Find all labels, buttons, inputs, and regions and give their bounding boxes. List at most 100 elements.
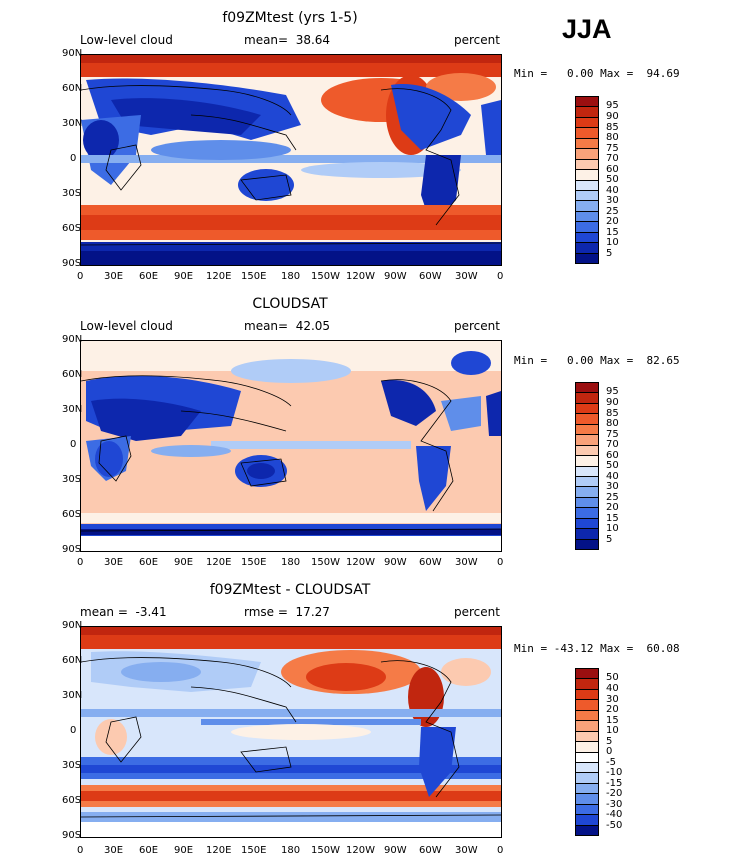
colorbar-swatch (576, 393, 598, 404)
panel-3-lat-tick: 0 (70, 725, 77, 736)
panel-3-colorbar-label: -40 (606, 809, 623, 820)
panel-1-map (80, 54, 502, 266)
panel-1-lon-tick: 120E (206, 271, 232, 282)
panel-2-colorbar-label: 60 (606, 450, 619, 461)
panel-2-lon-tick: 60E (139, 557, 159, 568)
panel-2-colorbar (575, 382, 599, 550)
colorbar-swatch (576, 476, 598, 488)
colorbar-swatch (576, 762, 598, 774)
colorbar-swatch (576, 243, 598, 254)
colorbar-swatch (576, 383, 598, 394)
panel-1-colorbar-label: 85 (606, 122, 619, 133)
panel-2-colorbar-label: 70 (606, 439, 619, 450)
colorbar-swatch (576, 742, 598, 753)
panel-2-lat-tick: 90N (62, 334, 83, 345)
panel-2-colorbar-label: 80 (606, 418, 619, 429)
colorbar-swatch (576, 679, 598, 690)
panel-1-lon-tick: 30E (104, 271, 124, 282)
panel-1-colorbar-label: 75 (606, 143, 619, 154)
panel-2-colorbar-label: 30 (606, 481, 619, 492)
panel-1-colorbar-label: 95 (606, 100, 619, 111)
panel-2-lat-tick: 60S (62, 509, 82, 520)
panel-2-lon-tick: 150E (241, 557, 267, 568)
panel-1-lon-tick: 60E (139, 271, 159, 282)
panel-1-lon-tick: 0 (77, 271, 84, 282)
panel-2-colorbar-label: 75 (606, 429, 619, 440)
panel-1-lat-tick: 60N (62, 83, 83, 94)
panel-1-units-label: percent (454, 33, 500, 47)
panel-3-lon-tick: 0 (77, 845, 84, 856)
panel-2-mean-label: mean= 42.05 (244, 319, 331, 333)
panel-3-colorbar-label: -15 (606, 778, 623, 789)
colorbar-swatch (576, 794, 598, 805)
panel-1-title: f09ZMtest (yrs 1-5) (222, 10, 358, 26)
colorbar-swatch (576, 731, 598, 743)
colorbar-swatch (576, 211, 598, 223)
panel-3-lat-tick: 30S (62, 760, 82, 771)
panel-2-colorbar-label: 90 (606, 397, 619, 408)
colorbar-swatch (576, 721, 598, 732)
panel-3-colorbar (575, 668, 599, 836)
colorbar-swatch (576, 669, 598, 680)
colorbar-swatch (576, 403, 598, 415)
colorbar-swatch (576, 456, 598, 467)
panel-3-colorbar-label: 20 (606, 704, 619, 715)
panel-2-lon-tick: 0 (77, 557, 84, 568)
panel-2-colorbar-label: 10 (606, 523, 619, 534)
colorbar-swatch (576, 201, 598, 212)
panel-3-colorbar-label: -10 (606, 767, 623, 778)
panel-1-lon-tick: 30W (455, 271, 478, 282)
panel-3-colorbar-label: 40 (606, 683, 619, 694)
colorbar-swatch (576, 445, 598, 457)
panel-1-lon-tick: 90E (174, 271, 194, 282)
colorbar-swatch (576, 466, 598, 477)
panel-1-lon-tick: 120W (346, 271, 375, 282)
panel-2-colorbar-label: 15 (606, 513, 619, 524)
panel-1-lat-tick: 90S (62, 258, 82, 269)
colorbar-swatch (576, 253, 598, 263)
panel-3-lon-tick: 120E (206, 845, 232, 856)
colorbar-swatch (576, 232, 598, 244)
panel-3-lat-tick: 60N (62, 655, 83, 666)
panel-2-colorbar-label: 25 (606, 492, 619, 503)
panel-3-lon-tick: 150E (241, 845, 267, 856)
colorbar-swatch (576, 539, 598, 549)
panel-2-colorbar-label: 50 (606, 460, 619, 471)
panel-2-colorbar-label: 20 (606, 502, 619, 513)
panel-2-lon-tick: 120E (206, 557, 232, 568)
panel-1-colorbar-label: 15 (606, 227, 619, 238)
panel-3-lon-tick: 90W (384, 845, 407, 856)
colorbar-swatch (576, 159, 598, 171)
panel-3-colorbar-label: 50 (606, 672, 619, 683)
panel-2-lon-tick: 120W (346, 557, 375, 568)
panel-2-colorbar-label: 95 (606, 386, 619, 397)
colorbar-swatch (576, 128, 598, 139)
panel-2-lat-tick: 60N (62, 369, 83, 380)
panel-3-colorbar-label: 0 (606, 746, 613, 757)
colorbar-swatch (576, 783, 598, 795)
panel-1-minmax: Min = 0.00 Max = 94.69 (514, 67, 680, 80)
panel-3-lon-tick: 30E (104, 845, 124, 856)
panel-3-rmse-label: rmse = 17.27 (244, 605, 330, 619)
panel-1-colorbar-label: 20 (606, 216, 619, 227)
panel-3-map (80, 626, 502, 838)
panel-3-lon-tick: 90E (174, 845, 194, 856)
panel-1-colorbar-label: 30 (606, 195, 619, 206)
colorbar-swatch (576, 170, 598, 181)
panel-1-lat-tick: 30S (62, 188, 82, 199)
panel-1-lon-tick: 60W (419, 271, 442, 282)
colorbar-swatch (576, 815, 598, 826)
panel-1-colorbar-label: 60 (606, 164, 619, 175)
panel-3-lon-tick: 60E (139, 845, 159, 856)
colorbar-swatch (576, 414, 598, 425)
colorbar-swatch (576, 508, 598, 519)
panel-3-lon-tick: 30W (455, 845, 478, 856)
panel-2-colorbar-label: 40 (606, 471, 619, 482)
panel-1-colorbar-label: 90 (606, 111, 619, 122)
panel-2-minmax: Min = 0.00 Max = 82.65 (514, 354, 680, 367)
panel-3-lon-tick: 120W (346, 845, 375, 856)
colorbar-swatch (576, 190, 598, 202)
panel-3-lon-tick: 180 (281, 845, 301, 856)
panel-3-title: f09ZMtest - CLOUDSAT (209, 582, 371, 598)
panel-1-lon-tick: 150E (241, 271, 267, 282)
